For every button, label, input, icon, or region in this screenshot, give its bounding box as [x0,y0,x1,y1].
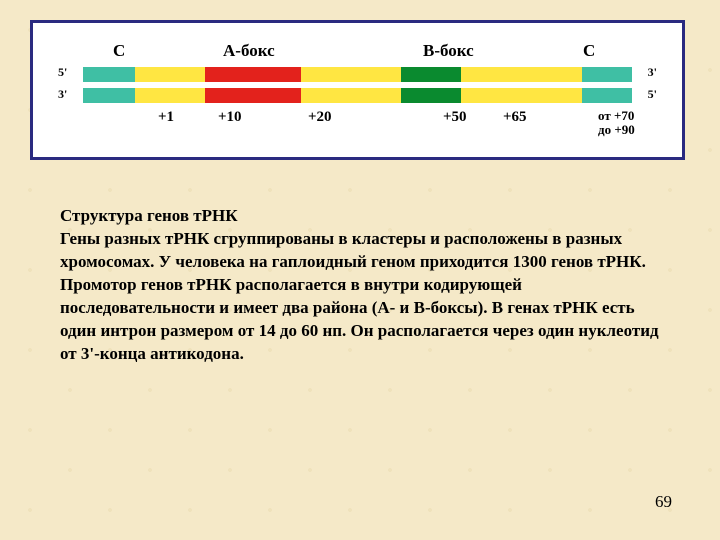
segment [582,88,632,103]
segment [582,67,632,82]
tick-+50: +50 [443,109,467,126]
label-b-box: В-бокс [423,41,474,61]
paragraph: Гены разных тРНК сгруппированы в кластер… [60,228,660,366]
segment [135,88,205,103]
page-number: 69 [655,492,672,512]
segment [461,88,501,103]
segment [461,67,501,82]
segment [401,67,461,82]
segment [135,67,205,82]
label-a-box: А-бокс [223,41,275,61]
bars [83,65,632,105]
segment [205,67,302,82]
segment [205,88,302,103]
segment [500,67,582,82]
bottom-strand [83,88,632,103]
body-text: Структура генов тРНК Гены разных тРНК сг… [60,205,660,366]
end-5p-br: 5' [648,87,657,102]
label-c-left: C [113,41,125,61]
segment [83,67,135,82]
title: Структура генов тРНК [60,205,660,228]
end-3p-bl: 3' [58,87,67,102]
tick-+20: +20 [308,109,332,126]
label-c-right: C [583,41,595,61]
end-5p-tl: 5' [58,65,67,80]
top-labels: C А-бокс В-бокс C [53,41,662,65]
segment [301,67,401,82]
ticks: +1 +10 +20 +50 +65 от +70 до +90 [53,109,662,131]
tick-+10: +10 [218,109,242,126]
segment [83,88,135,103]
segment [301,88,401,103]
diagram-container: C А-бокс В-бокс C 5' 3' 3' 5' +1 +10 +20… [30,20,685,160]
strand-diagram: 5' 3' 3' 5' [53,65,662,105]
tick-+65: +65 [503,109,527,126]
segment [500,88,582,103]
top-strand [83,67,632,82]
tick-+1: +1 [158,109,174,126]
segment [401,88,461,103]
end-3p-tr: 3' [648,65,657,80]
tick-range: от +70 до +90 [598,109,635,138]
